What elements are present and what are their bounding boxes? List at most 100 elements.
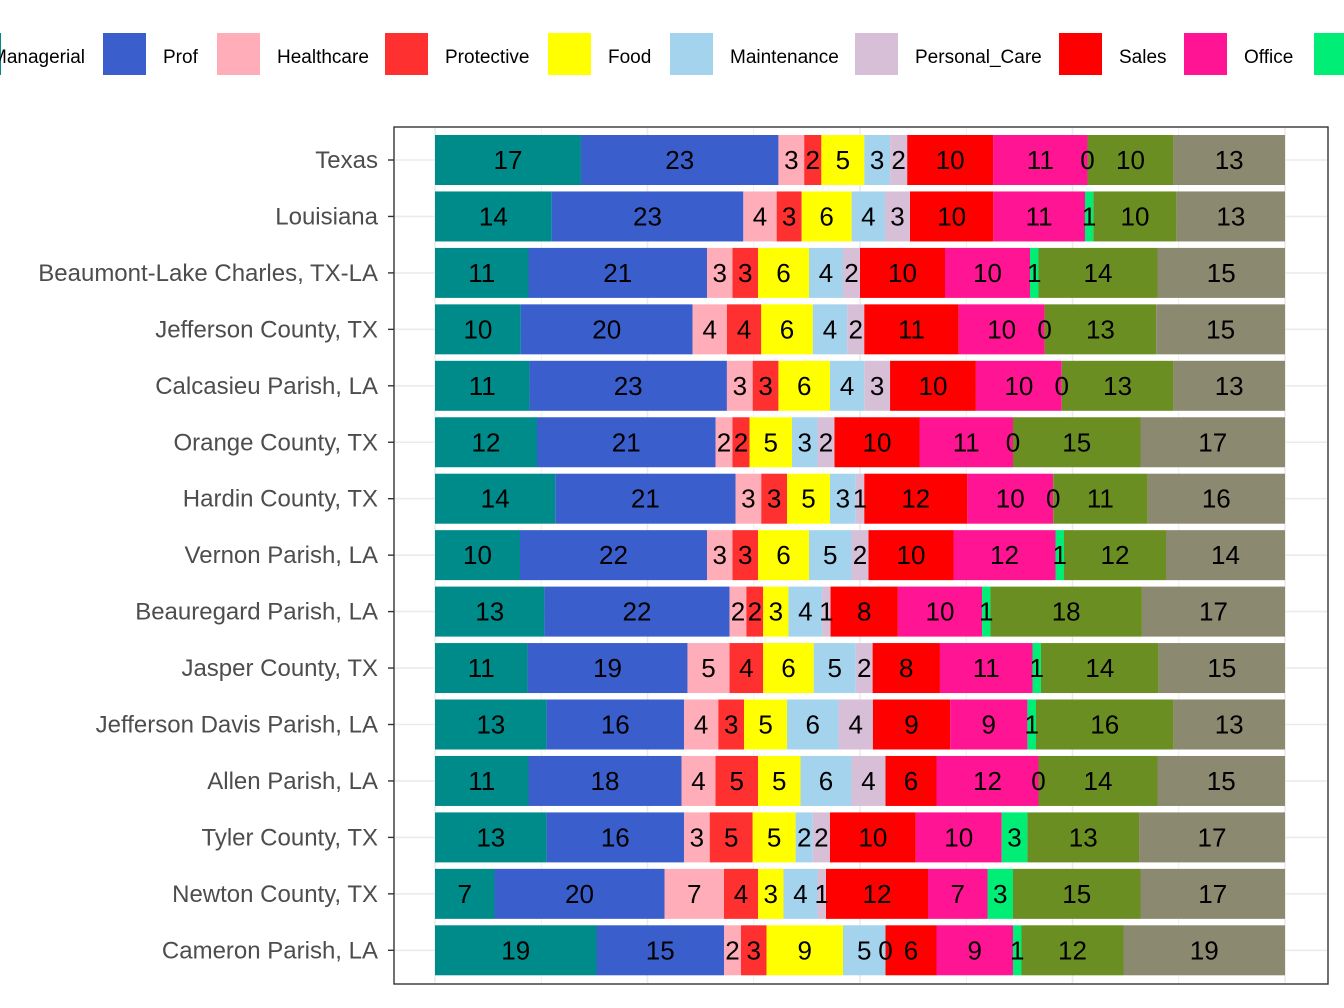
segment-value-label: 16 (601, 710, 630, 740)
segment-value-label: 13 (1086, 314, 1115, 344)
bar-segment (1053, 473, 1148, 524)
segment-value-label: 2 (848, 314, 862, 344)
bar-segment (851, 755, 886, 806)
segment-value-label: 4 (737, 314, 751, 344)
bar-segment (847, 304, 865, 355)
bar-segment (975, 360, 1062, 411)
segment-value-label: 5 (724, 822, 738, 852)
segment-value-label: 11 (898, 314, 925, 344)
bar-segment (741, 925, 767, 976)
bar-segment (1032, 643, 1041, 694)
category-label: Newton County, TX (172, 881, 378, 908)
bar-segment (683, 699, 719, 750)
legend-label: Healthcare (277, 47, 369, 68)
bar-segment (1036, 699, 1174, 750)
bar-segment (958, 304, 1045, 355)
segment-value-label: 12 (990, 540, 1019, 570)
segment-value-label: 4 (691, 766, 705, 796)
bar-segment (746, 586, 764, 637)
bar-segment (809, 247, 843, 298)
bar-segment (520, 530, 707, 581)
segment-value-label: 1 (853, 484, 867, 514)
segment-value-label: 5 (828, 653, 842, 683)
segment-value-label: 17 (1199, 597, 1228, 627)
bar-segment (864, 304, 959, 355)
segment-value-label: 13 (475, 597, 504, 627)
segment-value-label: 3 (713, 258, 727, 288)
segment-value-label: 19 (501, 935, 530, 965)
bar-segment (1173, 699, 1285, 750)
category-label: Beaumont-Lake Charles, TX-LA (38, 260, 378, 287)
bar-segment (763, 643, 814, 694)
bar-segment (718, 699, 745, 750)
bar-segment (1157, 247, 1285, 298)
legend-swatch (855, 33, 898, 75)
segment-value-label: 23 (633, 201, 662, 231)
category-label: Tyler County, TX (201, 824, 378, 851)
segment-value-label: 2 (717, 427, 731, 457)
bar-segment (435, 417, 537, 468)
segment-value-label: 14 (1211, 540, 1240, 570)
bar-segment (546, 699, 684, 750)
bar-segment (758, 530, 809, 581)
bar-segment (1038, 247, 1158, 298)
legend-label: Protective (445, 47, 529, 68)
bar-segment (872, 699, 951, 750)
segment-value-label: 11 (953, 427, 980, 457)
segment-value-label: 13 (1069, 822, 1098, 852)
segment-value-label: 11 (1026, 201, 1053, 231)
bar-segment (817, 417, 835, 468)
segment-value-label: 5 (730, 766, 744, 796)
bar-segment (1176, 191, 1285, 242)
bar-segment (826, 868, 928, 919)
bar-segment (864, 135, 891, 185)
bar-segment (885, 925, 937, 976)
segment-value-label: 14 (479, 201, 508, 231)
bar-segment (910, 191, 994, 242)
bar-segment (990, 586, 1142, 637)
bar-segment (838, 699, 873, 750)
segment-value-label: 1 (1029, 653, 1043, 683)
bar-segment (1064, 530, 1166, 581)
segment-value-label: 12 (901, 484, 930, 514)
segment-value-label: 8 (857, 597, 871, 627)
bar-segment (860, 247, 945, 298)
segment-value-label: 17 (494, 145, 523, 175)
bar-segment (907, 135, 994, 185)
bar-segment (435, 191, 552, 242)
bar-segment (528, 247, 707, 298)
segment-value-label: 4 (861, 201, 875, 231)
segment-value-label: 4 (861, 766, 875, 796)
segment-value-label: 23 (614, 371, 643, 401)
legend-label: Office (1244, 47, 1293, 68)
segment-value-label: 14 (1084, 766, 1113, 796)
segment-value-label: 6 (819, 201, 833, 231)
bar-segment (692, 304, 727, 355)
bar-segment (1001, 812, 1028, 863)
bar-segment (843, 247, 860, 298)
bar-segment (936, 925, 1013, 976)
segment-value-label: 22 (623, 597, 652, 627)
bar-segment (551, 191, 744, 242)
segment-value-label: 4 (734, 879, 748, 909)
legend-label: Maintenance (730, 47, 839, 68)
bar-segment (1013, 417, 1141, 468)
legend-swatch (1184, 33, 1227, 75)
segment-value-label: 14 (481, 484, 510, 514)
segment-value-label: 19 (1190, 935, 1219, 965)
category-label: Cameron Parish, LA (162, 937, 378, 964)
segment-value-label: 0 (1037, 314, 1051, 344)
bar-segment (787, 473, 830, 524)
bar-segment (435, 530, 520, 581)
segment-value-label: 7 (951, 879, 965, 909)
bar-segment (821, 135, 865, 185)
segment-value-label: 3 (798, 427, 812, 457)
segment-value-label: 3 (758, 371, 772, 401)
bar-segment (1087, 135, 1174, 185)
segment-value-label: 9 (968, 935, 982, 965)
segment-value-label: 6 (806, 710, 820, 740)
segment-value-label: 6 (781, 653, 795, 683)
bar-segment (915, 812, 1002, 863)
segment-value-label: 3 (784, 145, 798, 175)
